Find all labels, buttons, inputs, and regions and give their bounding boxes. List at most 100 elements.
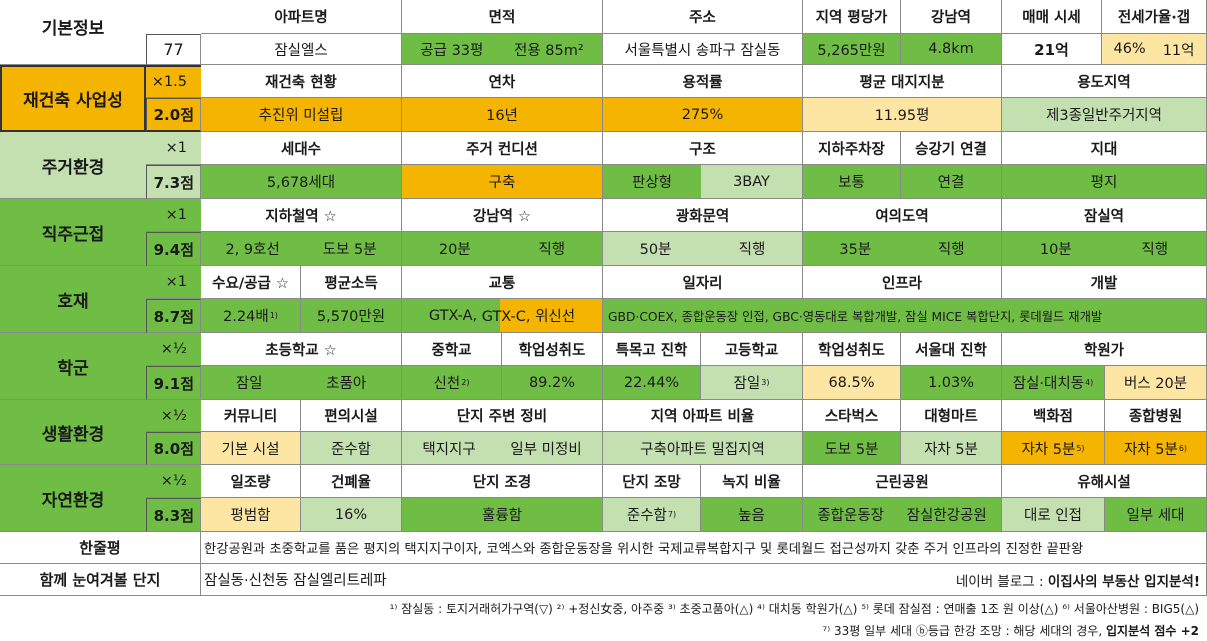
structure-bay-value: 3BAY xyxy=(701,165,803,199)
header-sunlight: 일조량 xyxy=(201,465,301,498)
rebuild-multiplier: ×1.5 xyxy=(146,65,201,98)
academy-distance-value: 버스 20분 xyxy=(1105,366,1207,400)
header-address: 주소 xyxy=(603,0,803,34)
header-gangnam-station: 강남역 ☆ xyxy=(402,199,603,232)
life-score: 8.0점 xyxy=(146,432,201,465)
households-value: 5,678세대 xyxy=(201,165,402,199)
yeouido-value: 35분 직행 xyxy=(803,232,1002,266)
hospital-value: 자차 5분 6) xyxy=(1105,432,1207,465)
footnote-line-1: ¹⁾ 잠실동 : 토지거래허가구역(▽) ²⁾ +정신女중, 아주중 ³⁾ 초중… xyxy=(389,602,1199,616)
header-supply-demand: 수요/공급 ☆ xyxy=(201,266,301,299)
school-label: 학군 xyxy=(0,333,146,400)
header-sale-price: 매매 시세 xyxy=(1002,0,1102,34)
header-hospital: 종합병원 xyxy=(1105,400,1207,432)
header-middle: 중학교 xyxy=(402,333,502,366)
area-value: 공급 33평 전용 85m² xyxy=(402,34,603,65)
community-value: 기본 시설 xyxy=(201,432,301,465)
header-condition: 주거 컨디션 xyxy=(402,132,603,165)
gangnam-direct: 직행 xyxy=(538,242,566,258)
blog-credit-name: 이집사의 부동산 입지분석! xyxy=(1047,573,1200,590)
living-score: 7.3점 xyxy=(146,165,201,199)
positive-score: 8.7점 xyxy=(146,299,201,333)
footnote-line-2: ⁷⁾ 33평 일부 세대 ⓑ등급 한강 조망 : 해당 세대의 경우, 입지분석… xyxy=(822,622,1199,639)
subway-walk: 도보 5분 xyxy=(322,242,377,258)
subway-lines: 2, 9호선 xyxy=(225,242,280,258)
surroundings-value: 택지지구 일부 미정비 xyxy=(402,432,603,465)
dept-store-note: 5) xyxy=(1076,443,1085,453)
similar-row: 잠실동·신천동 잠실엘리트레파 네이버 블로그 : 이집사의 부동산 입지분석! xyxy=(201,564,1207,596)
header-income: 평균소득 xyxy=(301,266,402,299)
header-yeouido: 여의도역 xyxy=(803,199,1002,232)
commute-multiplier: ×1 xyxy=(146,199,201,232)
jamsil-time: 10분 xyxy=(1039,242,1072,258)
condition-value: 구축 xyxy=(402,165,603,199)
header-elevator: 승강기 연결 xyxy=(901,132,1002,165)
special-high-value: 22.44% xyxy=(603,366,701,400)
similar-apartment: 잠실동·신천동 잠실엘리트레파 xyxy=(204,573,387,589)
sale-price-value: 21억 xyxy=(1002,34,1102,65)
surroundings-state: 일부 미정비 xyxy=(510,441,582,458)
header-coverage: 건폐율 xyxy=(301,465,402,498)
nature-label: 자연환경 xyxy=(0,465,146,532)
elementary-adjacent: 초품아 xyxy=(326,376,367,392)
income-value: 5,570만원 xyxy=(301,299,402,333)
parking-value: 보통 xyxy=(803,165,901,199)
age-value: 16년 xyxy=(402,98,603,132)
header-parking: 지하주차장 xyxy=(803,132,901,165)
zoning-value: 제3종일반주거지역 xyxy=(1002,98,1207,132)
dept-store-time: 자차 5분 xyxy=(1021,441,1076,458)
summary-label: 한줄평 xyxy=(0,532,201,564)
area-supply: 공급 33평 xyxy=(420,42,484,59)
header-structure: 구조 xyxy=(603,132,803,165)
surroundings-type: 택지지구 xyxy=(422,441,476,458)
header-high-score: 학업성취도 xyxy=(803,333,901,366)
header-high: 고등학교 xyxy=(701,333,803,366)
apt-ratio-value: 구축아파트 밀집지역 xyxy=(603,432,803,465)
nature-multiplier: ×½ xyxy=(146,465,201,498)
header-elementary: 초등학교 ☆ xyxy=(201,333,402,366)
blog-credit-prefix: 네이버 블로그 : xyxy=(955,573,1048,590)
positive-multiplier: ×1 xyxy=(146,266,201,299)
land-share-value: 11.95평 xyxy=(803,98,1002,132)
header-dept-store: 백화점 xyxy=(1002,400,1105,432)
starbucks-value: 도보 5분 xyxy=(803,432,901,465)
view-rating: 준수함 xyxy=(626,508,667,524)
elementary-value: 잠일 초품아 xyxy=(201,366,402,400)
gangnam-station-value: 20분 직행 xyxy=(402,232,603,266)
coverage-value: 16% xyxy=(301,498,402,532)
nature-score: 8.3점 xyxy=(146,498,201,532)
header-park: 근린공원 xyxy=(803,465,1002,498)
elementary-name: 잠일 xyxy=(235,376,263,392)
price-per-pyeong-value: 5,265만원 xyxy=(803,34,901,65)
high-name: 잠일 xyxy=(733,376,761,392)
header-age: 연차 xyxy=(402,65,603,98)
jeonse-gap: 11억 xyxy=(1162,42,1195,59)
address-value: 서울특별시 송파구 잠실동 xyxy=(603,34,803,65)
header-mart: 대형마트 xyxy=(901,400,1002,432)
basic-info-label: 기본정보 xyxy=(0,0,146,65)
commute-label: 직주근접 xyxy=(0,199,146,266)
living-multiplier: ×1 xyxy=(146,132,201,165)
structure-type-value: 판상형 xyxy=(603,165,701,199)
header-surroundings: 단지 주변 정비 xyxy=(402,400,603,432)
footnote-7-text: ⁷⁾ 33평 일부 세대 ⓑ등급 한강 조망 : 해당 세대의 경우, xyxy=(822,624,1106,638)
header-apt-name: 아파트명 xyxy=(201,0,402,34)
header-far: 용적률 xyxy=(603,65,803,98)
header-view: 단지 조망 xyxy=(603,465,701,498)
park-hangang: 잠실한강공원 xyxy=(906,508,987,524)
view-value: 준수함 7) xyxy=(603,498,701,532)
rebuild-status-value: 추진위 미설립 xyxy=(201,98,402,132)
landscape-value: 훌륭함 xyxy=(402,498,603,532)
header-snu: 서울대 진학 xyxy=(901,333,1002,366)
transport-gtx-c: GTX-C, 위신선 xyxy=(481,309,576,325)
hazard-scope-value: 일부 세대 xyxy=(1105,498,1207,532)
hospital-note: 6) xyxy=(1178,443,1188,453)
subway-value: 2, 9호선 도보 5분 xyxy=(201,232,402,266)
header-green-ratio: 녹지 비율 xyxy=(701,465,803,498)
commute-score: 9.4점 xyxy=(146,232,201,266)
header-special-high: 특목고 진학 xyxy=(603,333,701,366)
summary-text: 한강공원과 초중학교를 품은 평지의 택지지구이자, 코엑스와 종합운동장을 위… xyxy=(201,532,1207,564)
life-label: 생활환경 xyxy=(0,400,146,465)
gangnam-time: 20분 xyxy=(438,242,471,258)
middle-score-value: 89.2% xyxy=(502,366,603,400)
